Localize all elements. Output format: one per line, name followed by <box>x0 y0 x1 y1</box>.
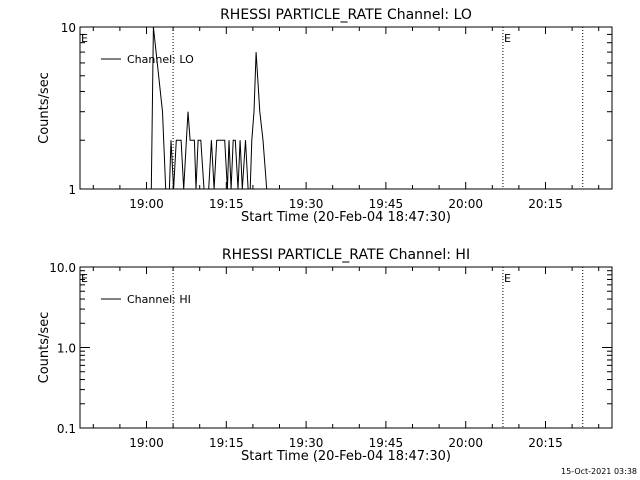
x-axis-label: Start Time (20-Feb-04 18:47:30) <box>241 210 451 225</box>
y-tick-label: 10 <box>61 21 76 35</box>
event-marker: E <box>504 32 511 45</box>
y-axis-label: Counts/sec <box>37 312 52 384</box>
footer-timestamp: 15-Oct-2021 03:38 <box>561 467 637 476</box>
chart-lo: RHESSI PARTICLE_RATE Channel: LO E E 19:00 1… <box>37 7 613 225</box>
x-tick-label: 20:00 <box>448 436 483 450</box>
legend-label: Channel: LO <box>127 53 194 66</box>
y-axis-label: Counts/sec <box>37 72 52 144</box>
event-marker: E <box>81 272 88 285</box>
x-tick-label: 20:15 <box>528 197 563 211</box>
x-tick-label: 19:15 <box>209 436 244 450</box>
series-line <box>80 26 612 190</box>
chart-title: RHESSI PARTICLE_RATE Channel: HI <box>222 247 470 263</box>
x-tick-label: 19:30 <box>289 197 324 211</box>
chart-hi: RHESSI PARTICLE_RATE Channel: HI E E 19:00 1… <box>37 247 613 464</box>
y-tick-label: 0.1 <box>57 422 76 436</box>
plot-frame <box>79 266 613 429</box>
x-tick-label: 19:30 <box>289 436 324 450</box>
x-axis-label: Start Time (20-Feb-04 18:47:30) <box>241 449 451 464</box>
chart-title: RHESSI PARTICLE_RATE Channel: LO <box>220 7 472 23</box>
x-tick-label: 19:45 <box>369 197 404 211</box>
y-tick-label: 1.0 <box>57 342 76 356</box>
legend-label: Channel: HI <box>127 293 191 306</box>
x-tick-label: 19:00 <box>129 197 164 211</box>
event-marker: E <box>504 272 511 285</box>
y-tick-label: 1 <box>68 183 76 197</box>
x-tick-label: 20:15 <box>528 436 563 450</box>
x-tick-label: 19:45 <box>369 436 404 450</box>
y-tick-label: 10.0 <box>49 261 76 275</box>
x-tick-label: 19:15 <box>209 197 244 211</box>
x-tick-label: 19:00 <box>129 436 164 450</box>
x-tick-label: 20:00 <box>448 197 483 211</box>
event-marker: E <box>81 32 88 45</box>
plot-frame <box>79 26 613 190</box>
